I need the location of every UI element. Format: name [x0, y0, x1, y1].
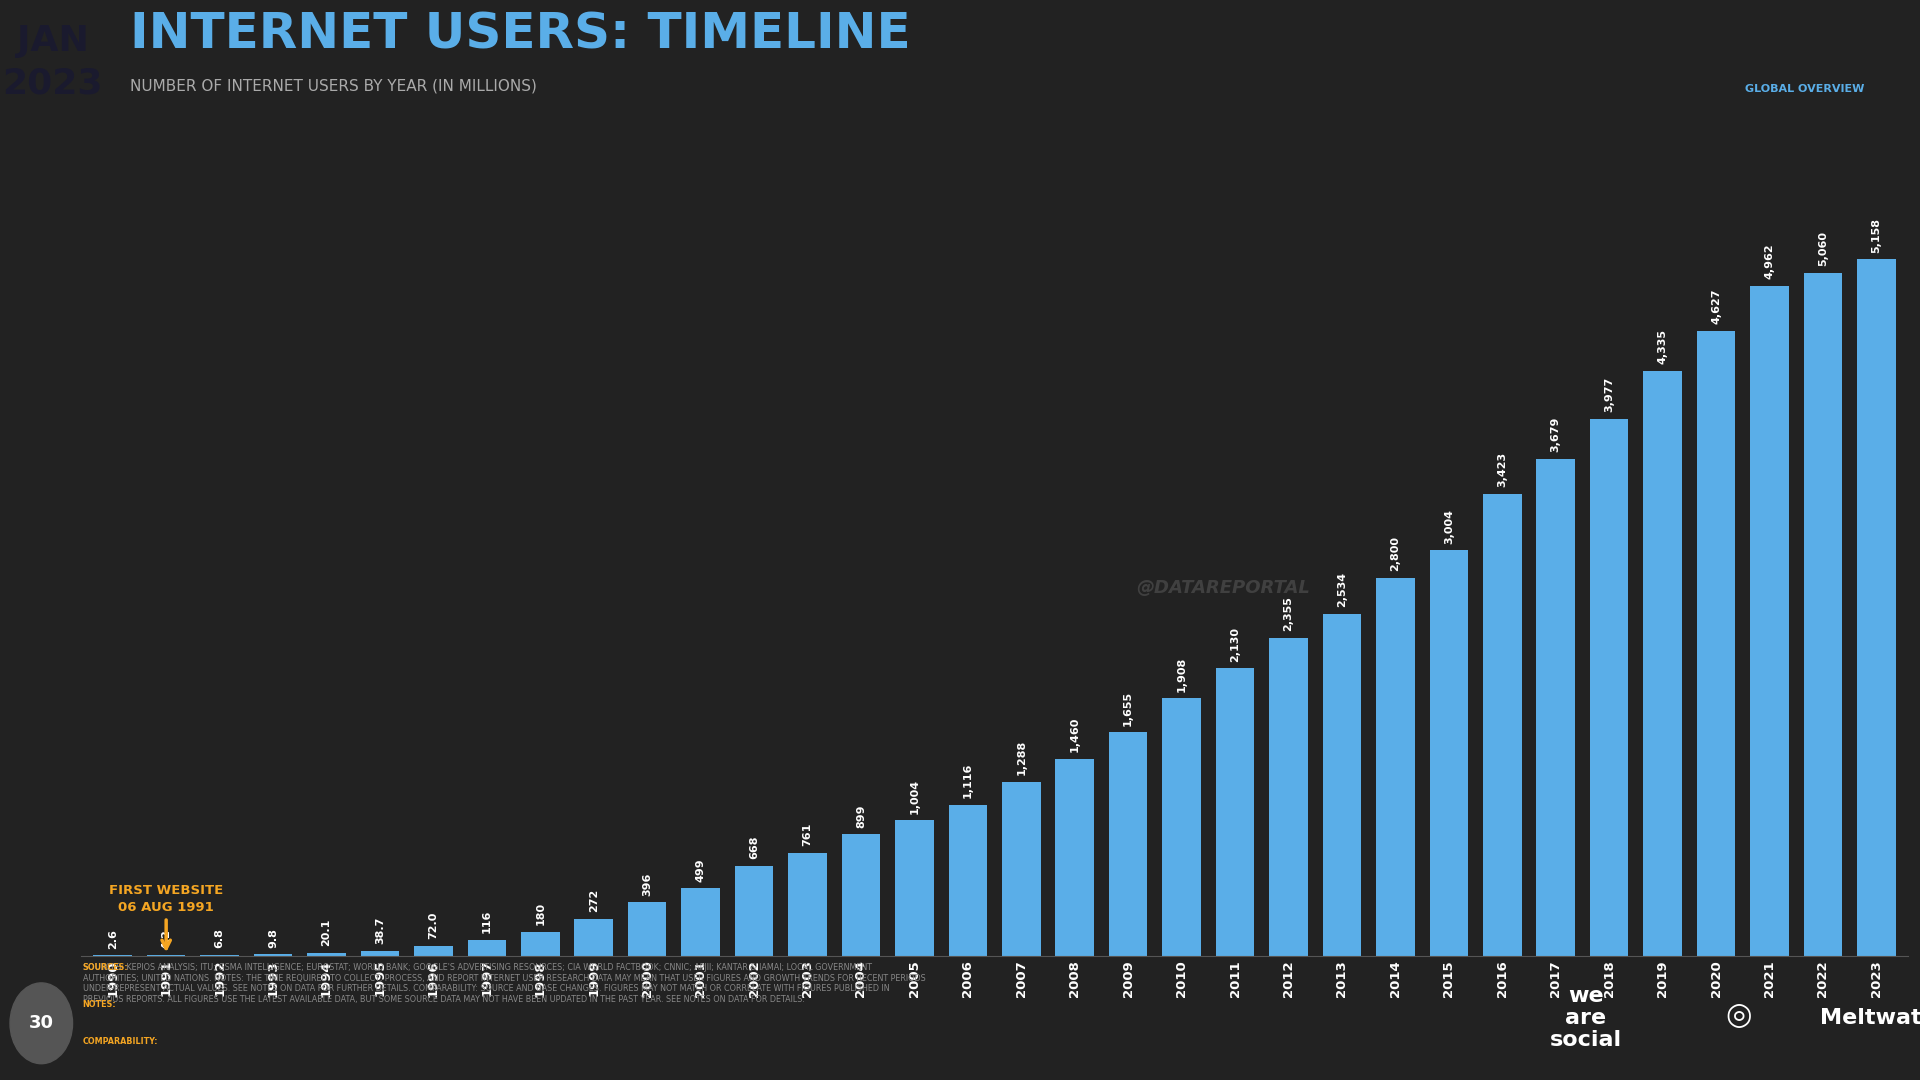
Bar [1803, 272, 1841, 956]
Text: 3,977: 3,977 [1605, 377, 1615, 413]
Text: 4,627: 4,627 [1711, 289, 1720, 324]
Text: 20.1: 20.1 [321, 919, 332, 946]
Bar [789, 853, 828, 956]
Bar [1269, 638, 1308, 956]
Text: 2,800: 2,800 [1390, 536, 1400, 571]
Text: 499: 499 [695, 859, 707, 881]
Bar [1857, 259, 1895, 956]
Bar [1323, 613, 1361, 956]
Text: 5,060: 5,060 [1818, 231, 1828, 266]
Text: 761: 761 [803, 823, 812, 847]
Text: we
are
social: we are social [1549, 986, 1622, 1050]
Bar [1162, 698, 1200, 956]
Bar [361, 950, 399, 956]
Text: 4,335: 4,335 [1657, 329, 1668, 364]
Text: 2.6: 2.6 [108, 929, 117, 948]
Text: 2023: 2023 [2, 66, 104, 100]
Text: 6.8: 6.8 [215, 929, 225, 948]
Circle shape [10, 983, 73, 1064]
Text: COMPARABILITY:: COMPARABILITY: [83, 1037, 157, 1045]
Text: ◎: ◎ [1726, 1001, 1753, 1030]
Text: SOURCES: KEPIOS ANALYSIS; ITU; GSMA INTELLIGENCE; EUROSTAT; WORLD BANK; GOOGLE'S: SOURCES: KEPIOS ANALYSIS; ITU; GSMA INTE… [83, 963, 925, 1003]
Text: 1,288: 1,288 [1016, 740, 1027, 775]
Bar [1430, 550, 1469, 956]
Bar [415, 946, 453, 956]
Bar [1110, 732, 1148, 956]
Text: 180: 180 [536, 902, 545, 924]
Text: NOTES:: NOTES: [83, 1000, 117, 1010]
Bar [468, 940, 507, 956]
Bar [1002, 782, 1041, 956]
Bar [841, 835, 879, 956]
Text: 3,679: 3,679 [1551, 417, 1561, 453]
Text: 668: 668 [749, 836, 758, 859]
Bar [682, 889, 720, 956]
Text: 899: 899 [856, 805, 866, 827]
Text: 1,004: 1,004 [910, 779, 920, 813]
Text: 3,423: 3,423 [1498, 451, 1507, 487]
Text: 1,655: 1,655 [1123, 690, 1133, 726]
Text: 9.8: 9.8 [269, 928, 278, 948]
Bar [307, 953, 346, 956]
Text: 1,460: 1,460 [1069, 717, 1079, 752]
Bar [520, 931, 559, 956]
Bar [1056, 758, 1094, 956]
Bar [895, 821, 933, 956]
Text: 2,130: 2,130 [1231, 626, 1240, 662]
Bar [1751, 286, 1789, 956]
Text: JAN: JAN [17, 24, 88, 57]
Text: NUMBER OF INTERNET USERS BY YEAR (IN MILLIONS): NUMBER OF INTERNET USERS BY YEAR (IN MIL… [131, 78, 538, 93]
Bar [253, 955, 292, 956]
Text: 272: 272 [589, 889, 599, 913]
Bar [1482, 494, 1521, 956]
Text: 3,004: 3,004 [1444, 509, 1453, 543]
Text: INTERNET USERS: TIMELINE: INTERNET USERS: TIMELINE [131, 10, 910, 58]
Text: 1,908: 1,908 [1177, 657, 1187, 691]
Bar [1697, 332, 1736, 956]
Text: 2,355: 2,355 [1283, 596, 1294, 631]
Bar [1215, 669, 1254, 956]
Bar [948, 806, 987, 956]
Text: SOURCES:: SOURCES: [83, 963, 129, 972]
Bar [1536, 459, 1574, 956]
Text: FIRST WEBSITE
06 AUG 1991: FIRST WEBSITE 06 AUG 1991 [109, 885, 223, 915]
Text: 72.0: 72.0 [428, 912, 438, 940]
Text: @DATAREPORTAL: @DATAREPORTAL [1137, 579, 1309, 596]
Bar [574, 919, 612, 956]
Text: Meltwater: Meltwater [1820, 1008, 1920, 1028]
Bar [1377, 578, 1415, 956]
Text: 5,158: 5,158 [1872, 218, 1882, 253]
Bar [628, 903, 666, 956]
Text: GLOBAL OVERVIEW: GLOBAL OVERVIEW [1745, 83, 1864, 94]
Text: 4.2: 4.2 [161, 929, 171, 948]
Text: 2,534: 2,534 [1336, 572, 1348, 607]
Text: 38.7: 38.7 [374, 917, 384, 944]
Text: 4,962: 4,962 [1764, 244, 1774, 280]
Text: 30: 30 [29, 1014, 54, 1032]
Text: 1,116: 1,116 [962, 764, 973, 798]
Bar [735, 866, 774, 956]
Bar [1590, 419, 1628, 956]
Text: 116: 116 [482, 910, 492, 933]
Text: 396: 396 [641, 873, 653, 895]
Bar [1644, 370, 1682, 956]
